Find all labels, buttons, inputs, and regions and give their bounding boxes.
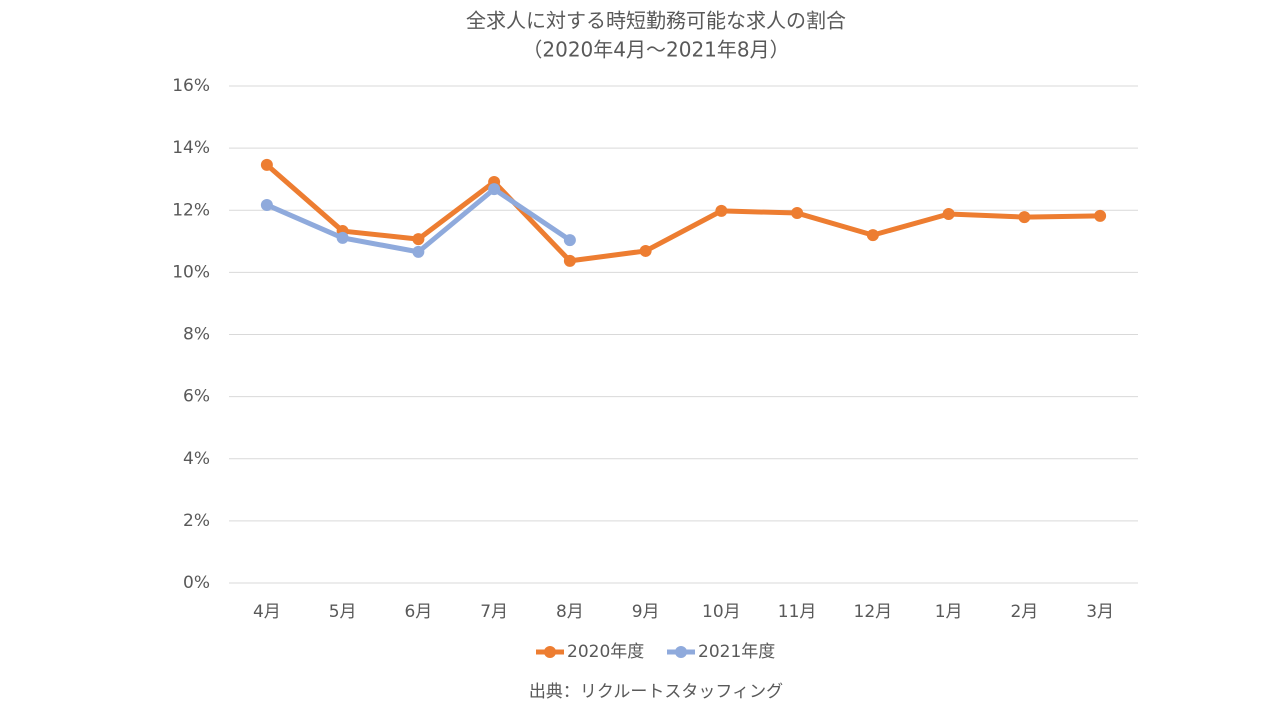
x-tick-label: 2月 [1010,602,1038,622]
x-tick-label: 5月 [329,602,357,622]
y-tick-label: 14% [172,138,210,158]
data-point [336,231,349,244]
x-tick-label: 12月 [854,602,893,622]
data-point [488,183,501,196]
data-point [563,234,576,247]
x-tick-label: 7月 [480,602,508,622]
data-point [1094,209,1107,222]
data-point [563,254,576,267]
y-tick-label: 4% [183,449,210,469]
legend-marker [544,646,556,658]
data-point [715,204,728,217]
legend-label: 2021年度 [698,642,775,662]
source: 出典：リクルートスタッフィング [529,682,783,702]
x-tick-label: 1月 [935,602,963,622]
x-tick-label: 6月 [404,602,432,622]
data-point [1018,211,1031,224]
chart-subtitle: （2020年4月～2021年8月） [522,38,789,62]
legend-label: 2020年度 [567,642,644,662]
data-point [412,245,425,258]
x-tick-label: 11月 [778,602,817,622]
x-tick-label: 3月 [1086,602,1114,622]
x-tick-label: 10月 [702,602,741,622]
data-point [260,158,273,171]
data-point [866,229,879,242]
legend-marker [675,646,687,658]
x-tick-label: 8月 [556,602,584,622]
y-tick-label: 0% [183,573,210,593]
y-tick-label: 12% [172,200,210,220]
series-line [265,163,1101,264]
y-tick-label: 10% [172,262,210,282]
data-point [260,198,273,211]
data-point [639,244,652,257]
data-point [791,207,804,220]
x-tick-label: 4月 [253,602,281,622]
y-tick-label: 2% [183,511,210,531]
y-tick-label: 6% [183,387,210,407]
data-point [412,233,425,246]
x-tick-label: 9月 [632,602,660,622]
chart-title: 全求人に対する時短勤務可能な求人の割合 [466,9,846,33]
data-point [942,207,955,220]
y-tick-label: 16% [172,76,210,96]
y-tick-label: 8% [183,325,210,345]
